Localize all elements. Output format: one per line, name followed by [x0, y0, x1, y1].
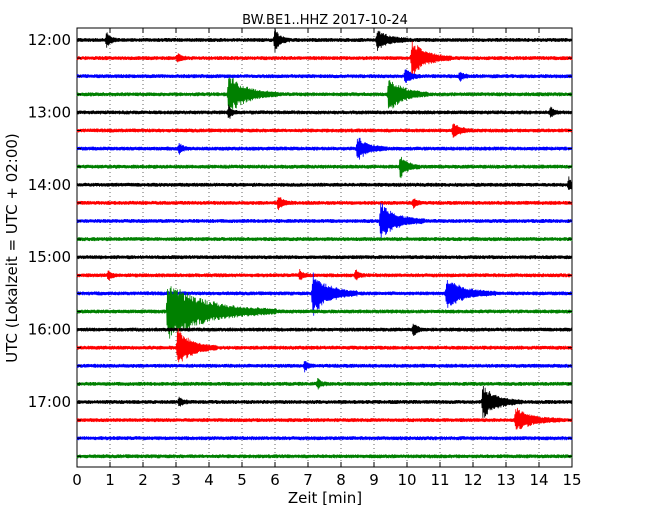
- y-tick-label: 17:00: [28, 393, 71, 411]
- seismic-trace: [76, 361, 573, 373]
- y-tick-label: 16:00: [28, 321, 71, 339]
- y-tick-label: 14:00: [28, 176, 71, 194]
- x-tick-label: 10: [397, 471, 416, 489]
- seismic-trace: [76, 176, 573, 190]
- seismic-trace: [76, 272, 573, 316]
- y-tick-label: 13:00: [28, 103, 71, 121]
- seismic-trace: [76, 237, 573, 242]
- x-tick-labels: 0 1 2 3 4 5 6 7 8 9 10 11 12 13 14 15: [72, 471, 581, 489]
- x-tick-label: 4: [204, 471, 214, 489]
- x-tick-label: 13: [496, 471, 515, 489]
- x-tick-label: 5: [237, 471, 247, 489]
- x-tick-label: 0: [72, 471, 82, 489]
- x-tick-label: 7: [303, 471, 313, 489]
- seismic-trace: [76, 377, 573, 390]
- seismic-trace: [76, 255, 573, 260]
- x-tick-label: 8: [336, 471, 346, 489]
- seismic-trace: [76, 29, 573, 52]
- y-tick-label: 12:00: [28, 31, 71, 49]
- x-tick-label: 14: [529, 471, 548, 489]
- seismic-trace: [76, 137, 573, 160]
- y-axis-label: UTC (Lokalzeit = UTC + 02:00): [3, 133, 21, 363]
- seismic-trace: [76, 407, 573, 430]
- seismic-trace: [76, 328, 573, 363]
- seismic-trace: [76, 202, 573, 240]
- axis-ticks: [76, 28, 573, 467]
- seismic-trace: [76, 77, 573, 113]
- x-tick-label: 3: [171, 471, 181, 489]
- y-tick-labels: 12:00 13:00 14:00 15:00 16:00 17:00: [28, 31, 71, 411]
- x-tick-label: 6: [270, 471, 280, 489]
- x-tick-label: 11: [430, 471, 449, 489]
- seismic-trace: [76, 156, 573, 179]
- x-axis-label: Zeit [min]: [288, 489, 362, 507]
- seismic-trace: [76, 323, 573, 336]
- x-tick-label: 2: [138, 471, 148, 489]
- seismic-trace: [76, 436, 573, 441]
- x-tick-label: 1: [105, 471, 115, 489]
- trace-group: [76, 29, 573, 459]
- seismic-trace: [76, 123, 573, 138]
- seismic-trace: [76, 286, 573, 339]
- seismic-trace: [76, 104, 573, 119]
- x-tick-label: 15: [562, 471, 581, 489]
- seismic-trace: [76, 454, 573, 459]
- seismic-trace: [76, 197, 573, 211]
- seismic-trace: [76, 269, 573, 281]
- seismic-trace: [76, 41, 573, 75]
- y-tick-label: 15:00: [28, 248, 71, 266]
- seismic-trace: [76, 69, 573, 83]
- chart-title: BW.BE1..HHZ 2017-10-24: [242, 13, 408, 28]
- x-tick-label: 9: [369, 471, 379, 489]
- x-tick-label: 12: [463, 471, 482, 489]
- seismic-trace: [76, 385, 573, 418]
